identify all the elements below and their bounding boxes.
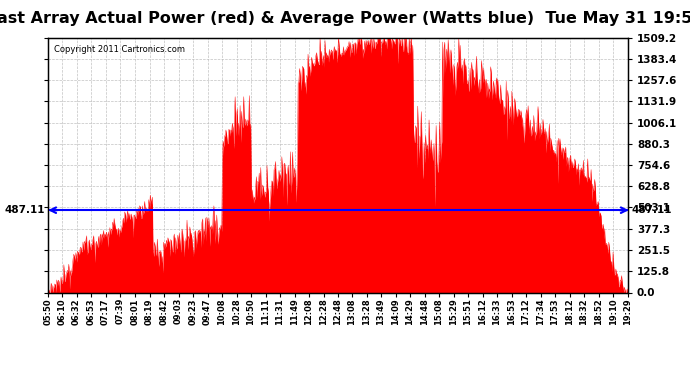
Text: Copyright 2011 Cartronics.com: Copyright 2011 Cartronics.com (54, 45, 185, 54)
Text: 487.11: 487.11 (631, 205, 672, 215)
Text: 487.11: 487.11 (5, 205, 46, 215)
Text: East Array Actual Power (red) & Average Power (Watts blue)  Tue May 31 19:50: East Array Actual Power (red) & Average … (0, 11, 690, 26)
